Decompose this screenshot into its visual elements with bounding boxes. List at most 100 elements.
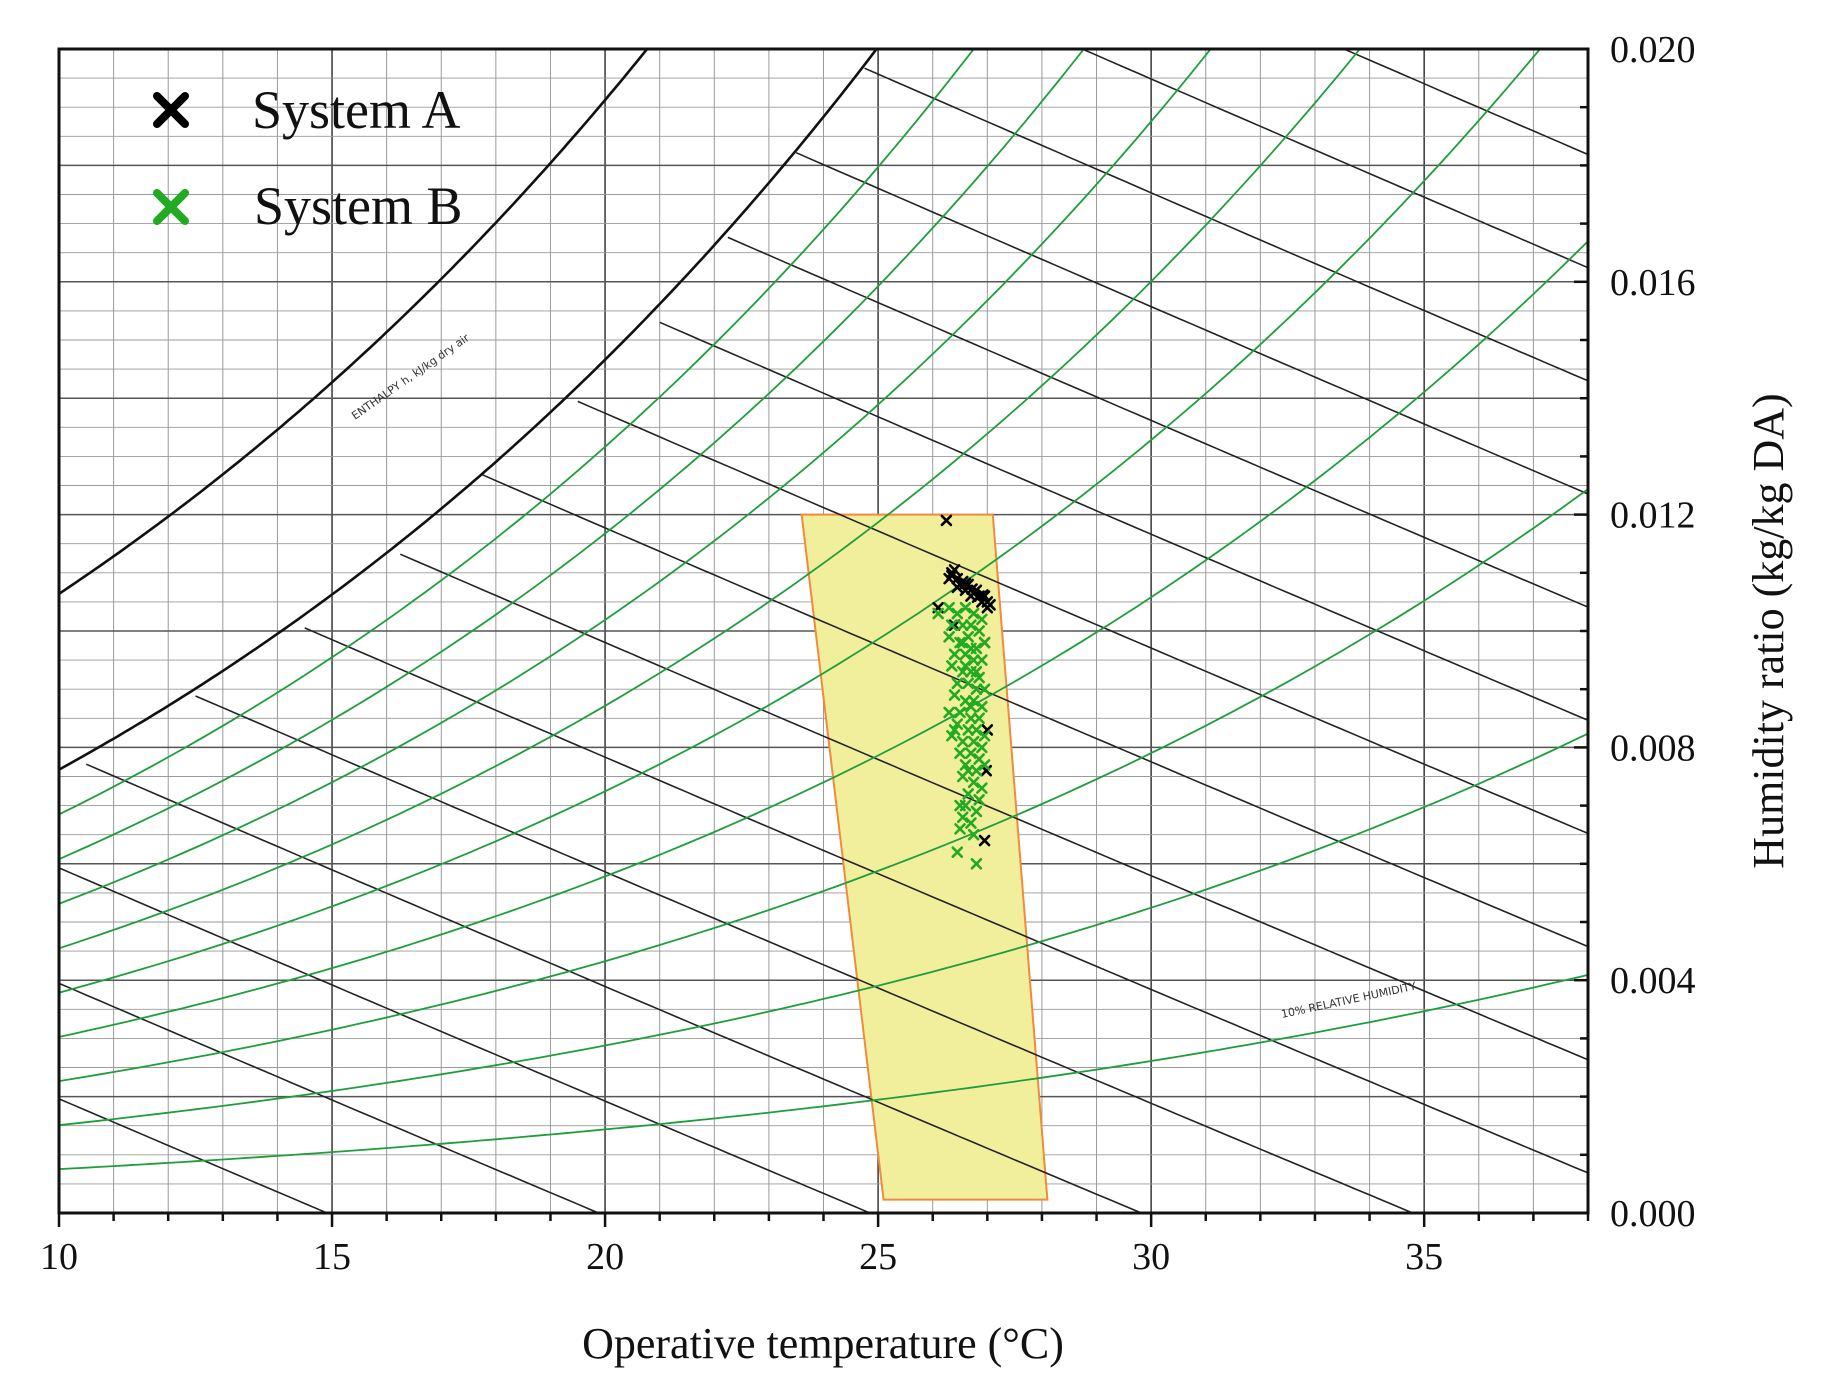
- data-point-system-b: [956, 636, 969, 649]
- data-point-stroke: [973, 712, 985, 725]
- data-point-stroke: [962, 788, 975, 800]
- data-point-system-b: [954, 799, 966, 812]
- data-point-stroke: [959, 601, 972, 614]
- data-point-system-a: [981, 601, 994, 614]
- data-point-stroke: [976, 613, 988, 626]
- data-point-stroke: [956, 811, 969, 824]
- enthalpy-line: [659, 321, 1588, 722]
- data-point-stroke: [973, 753, 985, 765]
- data-point-system-b: [967, 695, 980, 707]
- data-point-stroke: [951, 581, 964, 594]
- data-point-stroke: [959, 660, 972, 672]
- data-point-system-b: [956, 735, 969, 748]
- x-tick-label: 20: [586, 1236, 624, 1278]
- data-point-stroke: [954, 799, 966, 812]
- data-point-stroke: [973, 671, 985, 684]
- data-point-system-b: [976, 782, 988, 794]
- data-point-stroke: [948, 648, 961, 661]
- legend: System A System B: [153, 80, 463, 236]
- data-point-system-b: [965, 817, 977, 829]
- data-point-system-b: [946, 729, 958, 742]
- data-point-system-b: [973, 625, 985, 637]
- data-point-stroke: [965, 747, 977, 760]
- data-point-system-b: [967, 607, 980, 620]
- y-tick-label: 0.004: [1610, 960, 1696, 1002]
- data-point-stroke: [970, 857, 983, 870]
- data-point-stroke: [943, 706, 955, 719]
- data-point-stroke: [970, 665, 983, 678]
- relative-humidity-curve: [59, 49, 1542, 994]
- data-point-system-b: [959, 601, 972, 614]
- legend-marker-system-b: [153, 189, 189, 225]
- data-point-stroke: [948, 619, 961, 631]
- enthalpy-line: [1080, 49, 1588, 269]
- data-point-system-b: [976, 613, 988, 626]
- data-point-system-b: [943, 706, 955, 719]
- data-point-system-b: [973, 671, 985, 684]
- data-point-system-a: [951, 572, 964, 585]
- enthalpy-line: [727, 236, 1588, 608]
- data-point-system-b: [962, 677, 975, 690]
- relative-humidity-curve: [59, 974, 1588, 1170]
- data-point-system-b: [959, 660, 972, 672]
- data-point-stroke: [965, 700, 977, 713]
- data-point-system-b: [973, 793, 985, 806]
- data-point-stroke: [962, 764, 975, 777]
- y-axis-title: Humidity ratio (kg/kg DA): [1744, 393, 1793, 868]
- data-point-system-a: [977, 589, 989, 601]
- data-point-stroke: [951, 607, 964, 620]
- data-point-stroke: [965, 817, 977, 829]
- data-point-stroke: [967, 654, 980, 666]
- y-tick-label: 0.020: [1610, 29, 1696, 71]
- data-point-stroke: [978, 729, 991, 742]
- enthalpy-line: [577, 400, 1588, 835]
- data-point-stroke: [976, 782, 988, 794]
- data-point-system-b: [962, 788, 975, 800]
- data-point-system-b: [967, 735, 980, 748]
- data-point-stroke: [951, 677, 964, 690]
- data-point-system-b: [956, 619, 969, 631]
- enthalpy-line: [85, 763, 1144, 1213]
- relative-humidity-curve: [59, 240, 1588, 1038]
- x-tick-label: 35: [1405, 1236, 1443, 1278]
- data-point-stroke: [946, 569, 958, 582]
- data-point-stroke: [977, 589, 989, 601]
- data-point-stroke: [967, 607, 980, 620]
- data-point-system-b: [970, 724, 983, 736]
- data-point-stroke: [978, 683, 991, 696]
- data-point-stroke: [970, 805, 983, 818]
- data-point-stroke: [951, 572, 964, 585]
- data-point-stroke: [962, 677, 975, 690]
- data-point-stroke: [970, 724, 983, 736]
- data-point-stroke: [948, 724, 961, 736]
- data-point-system-b: [951, 846, 964, 858]
- data-point-system-b: [978, 759, 991, 771]
- data-point-stroke: [966, 583, 978, 595]
- data-point-system-b: [970, 805, 983, 818]
- enthalpy-line: [195, 695, 1415, 1213]
- data-point-system-b: [967, 828, 980, 841]
- data-point-system-b: [978, 729, 991, 742]
- data-point-system-b: [948, 648, 961, 661]
- data-point-stroke: [948, 564, 961, 576]
- legend-marker-system-a: [153, 92, 189, 128]
- data-point-system-b: [951, 607, 964, 620]
- enthalpy-chart-label: ENTHALPY h, kJ/kg dry air: [349, 331, 472, 422]
- data-point-stroke: [956, 735, 969, 748]
- relative-humidity-chart-label: 10% RELATIVE HUMIDITY: [1280, 980, 1418, 1021]
- data-point-system-b: [970, 665, 983, 678]
- data-point-system-b: [956, 811, 969, 824]
- x-axis-ticks: 10 15 20 25 30 35: [40, 1213, 1590, 1278]
- data-point-system-b: [946, 619, 958, 631]
- data-point-system-b: [965, 747, 977, 760]
- data-point-system-a: [948, 619, 961, 631]
- x-axis-title: Operative temperature (°C): [582, 1319, 1064, 1368]
- data-point-stroke: [956, 619, 969, 631]
- data-point-stroke: [951, 846, 964, 858]
- data-point-system-b: [970, 683, 983, 696]
- data-point-system-b: [965, 700, 977, 713]
- data-point-stroke: [954, 823, 966, 835]
- data-point-system-b: [973, 712, 985, 725]
- data-point-system-b: [951, 718, 964, 730]
- data-point-system-b: [932, 607, 944, 620]
